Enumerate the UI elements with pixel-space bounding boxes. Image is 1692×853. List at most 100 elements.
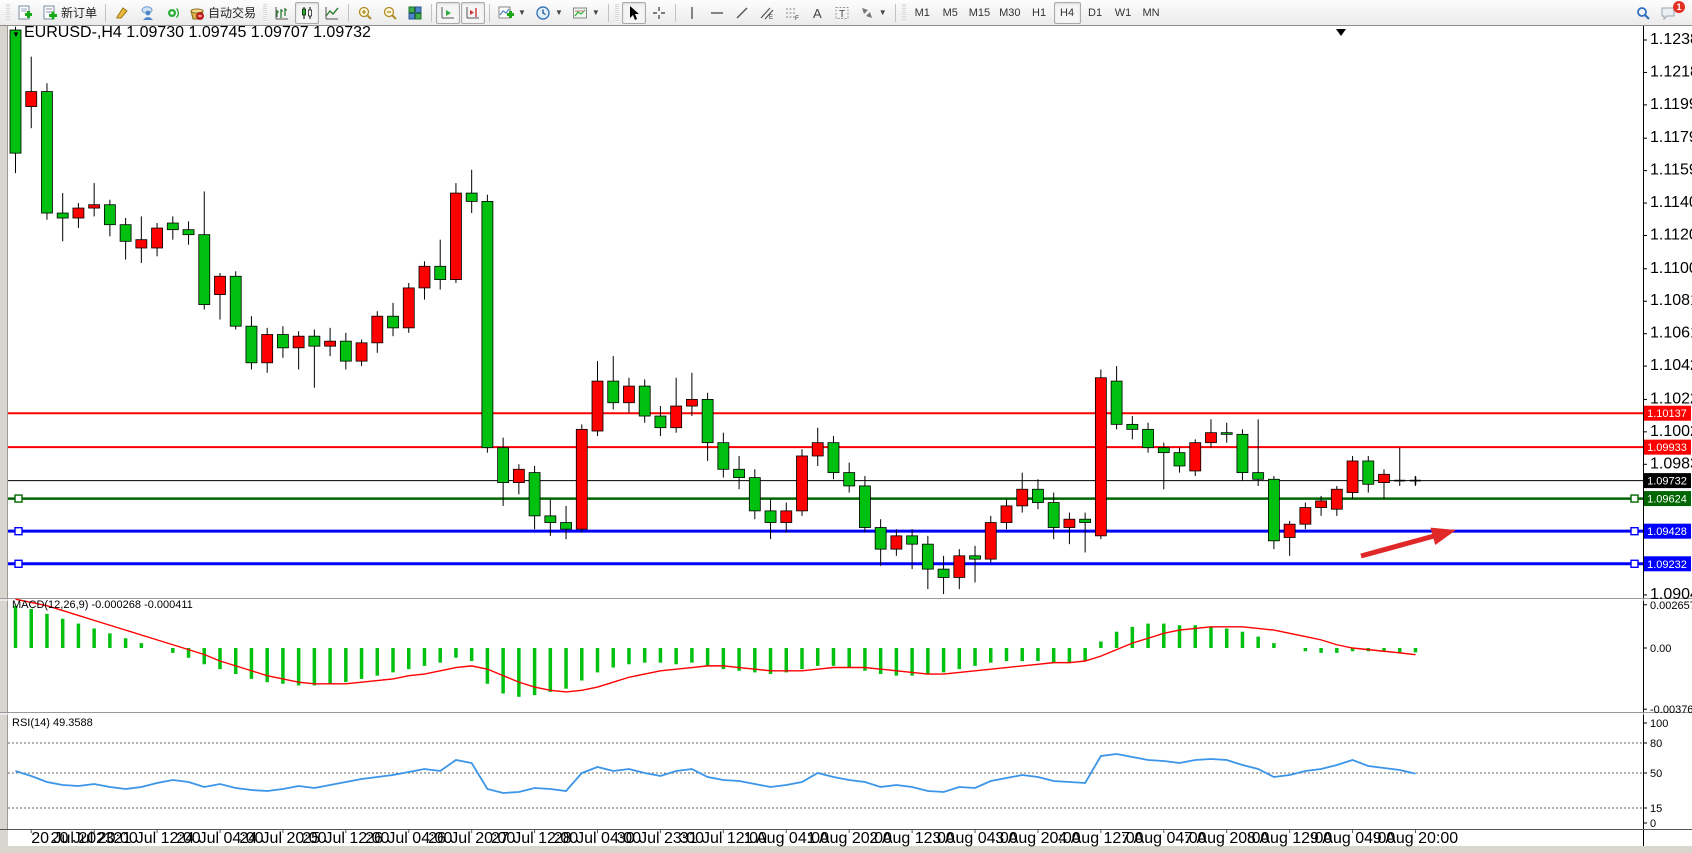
tab-m5[interactable]: M5: [942, 6, 958, 19]
tab-mn[interactable]: MN: [1142, 6, 1160, 19]
crosshair-button[interactable]: [647, 2, 671, 24]
svg-text:2 Aug 12:00: 2 Aug 12:00: [869, 830, 955, 847]
autotrade-button[interactable]: 自动交易: [185, 2, 260, 24]
svg-text:7 Aug 20:00: 7 Aug 20:00: [1184, 830, 1270, 847]
chart-shift-marker[interactable]: [1336, 29, 1346, 36]
tab-m15[interactable]: M15: [968, 6, 991, 19]
indicators-button[interactable]: ▼: [494, 2, 530, 24]
svg-text:20 Jul 2023: 20 Jul 2023: [31, 830, 114, 847]
time-axis[interactable]: [30, 829, 1416, 833]
new-order-icon: [43, 5, 57, 19]
fibonacci-button[interactable]: F: [780, 2, 804, 24]
horizontal-line-icon: [710, 11, 723, 14]
chart-shift-icon: [466, 6, 480, 18]
search-button[interactable]: [1631, 2, 1655, 24]
vertical-line-button[interactable]: [680, 2, 704, 24]
svg-text:T: T: [839, 9, 845, 20]
svg-text:9 Aug 04:00: 9 Aug 04:00: [1310, 830, 1396, 847]
horizontal-line-1.09624[interactable]: [8, 491, 1691, 507]
svg-text:24 Jul 20:00: 24 Jul 20:00: [239, 830, 326, 847]
brush-icon: [116, 6, 128, 18]
horizontal-line-button[interactable]: [705, 2, 729, 24]
svg-text:26 Jul 20:00: 26 Jul 20:00: [428, 830, 515, 847]
line-chart-button[interactable]: [320, 2, 344, 24]
macd-signal-line: [15, 598, 1416, 693]
trendline-button[interactable]: [730, 2, 754, 24]
autoscroll-icon: [441, 6, 455, 18]
new-chart-icon: [18, 5, 32, 19]
clock-icon: [536, 5, 550, 20]
candlestick-chart-button[interactable]: [295, 1, 320, 24]
text-label-icon: T: [835, 6, 849, 20]
horizontal-line-1.09428[interactable]: [8, 523, 1691, 539]
svg-text:3 Aug 20:00: 3 Aug 20:00: [995, 830, 1081, 847]
svg-text:1.10420: 1.10420: [1650, 357, 1692, 374]
templates-icon: [572, 7, 587, 18]
horizontal-line-1.09933[interactable]: [8, 439, 1691, 455]
channel-icon: E: [760, 7, 774, 21]
autotrade-label: 自动交易: [208, 6, 257, 20]
svg-text:0.002657: 0.002657: [1650, 600, 1692, 612]
svg-text:9 Aug 20:00: 9 Aug 20:00: [1373, 830, 1459, 847]
text-button[interactable]: A: [805, 2, 829, 24]
svg-text:8 Aug 12:00: 8 Aug 12:00: [1247, 830, 1333, 847]
tab-w1[interactable]: W1: [1114, 6, 1132, 19]
svg-text:25 Jul 12:00: 25 Jul 12:00: [302, 830, 389, 847]
svg-text:24 Jul 04:00: 24 Jul 04:00: [176, 830, 263, 847]
bar-chart-button[interactable]: [270, 2, 294, 24]
chart-shift-button[interactable]: [461, 1, 486, 24]
toolbar-grip[interactable]: [901, 3, 906, 22]
toolbar-grip[interactable]: [263, 3, 268, 22]
notification-badge: 1: [1673, 0, 1685, 13]
svg-text:1.12380: 1.12380: [1650, 31, 1692, 48]
signal-icon: [168, 7, 179, 18]
new-order-button[interactable]: 新订单: [38, 2, 101, 24]
signals-button[interactable]: [160, 2, 184, 24]
svg-text:1.11205: 1.11205: [1650, 227, 1692, 244]
tab-m1[interactable]: M1: [914, 6, 930, 19]
price-axis[interactable]: [1643, 39, 1647, 596]
tab-h1[interactable]: H1: [1032, 6, 1047, 19]
text-label-button[interactable]: T: [830, 2, 854, 24]
templates-button[interactable]: ▼: [568, 2, 604, 24]
macd-panel: [13, 598, 1647, 710]
trend-arrow-annotation[interactable]: [1360, 527, 1456, 559]
svg-text:1.10025: 1.10025: [1650, 423, 1692, 440]
zoom-out-button[interactable]: [378, 2, 402, 24]
autoscroll-button[interactable]: [436, 1, 461, 24]
zoom-in-button[interactable]: [353, 2, 377, 24]
cursor-button[interactable]: [621, 1, 646, 24]
svg-text:1.11005: 1.11005: [1650, 260, 1692, 277]
main-toolbar: 新订单: [0, 0, 1692, 26]
rsi-panel: [8, 722, 1647, 824]
styler-button[interactable]: [110, 2, 134, 24]
tile-windows-icon: [408, 6, 422, 19]
arrows-button[interactable]: ▼: [855, 2, 891, 24]
symbol-dropdown-icon[interactable]: ▼: [12, 30, 20, 39]
toolbar-grip[interactable]: [6, 3, 10, 22]
bar-chart-icon: [275, 6, 289, 19]
tab-m30[interactable]: M30: [999, 6, 1021, 19]
profile-button[interactable]: [135, 2, 159, 24]
svg-text:A: A: [813, 6, 822, 21]
svg-text:28 Jul 04:00: 28 Jul 04:00: [554, 830, 641, 847]
tile-windows-button[interactable]: [403, 2, 427, 24]
tab-h4[interactable]: H4: [1053, 1, 1081, 24]
candlestick-series: [9, 26, 1421, 595]
rsi-label: RSI(14) 49.3588: [12, 717, 93, 729]
new-chart-button[interactable]: [13, 2, 37, 24]
channel-button[interactable]: E: [755, 2, 779, 24]
vertical-line-icon: [691, 6, 693, 19]
toolbar-grip[interactable]: [614, 3, 619, 22]
svg-text:-0.003764: -0.003764: [1650, 704, 1692, 716]
crosshair-icon: [652, 6, 665, 19]
notifications-button[interactable]: 1: [1656, 0, 1685, 24]
chart-title-text: EURUSD-,H4 1.09730 1.09745 1.09707 1.097…: [24, 24, 371, 41]
bottom-strip[interactable]: [0, 846, 1692, 853]
tab-d1[interactable]: D1: [1088, 6, 1103, 19]
horizontal-line-1.10137[interactable]: [8, 405, 1691, 421]
periods-button[interactable]: ▼: [531, 2, 567, 24]
horizontal-line-1.09232[interactable]: [8, 556, 1691, 572]
